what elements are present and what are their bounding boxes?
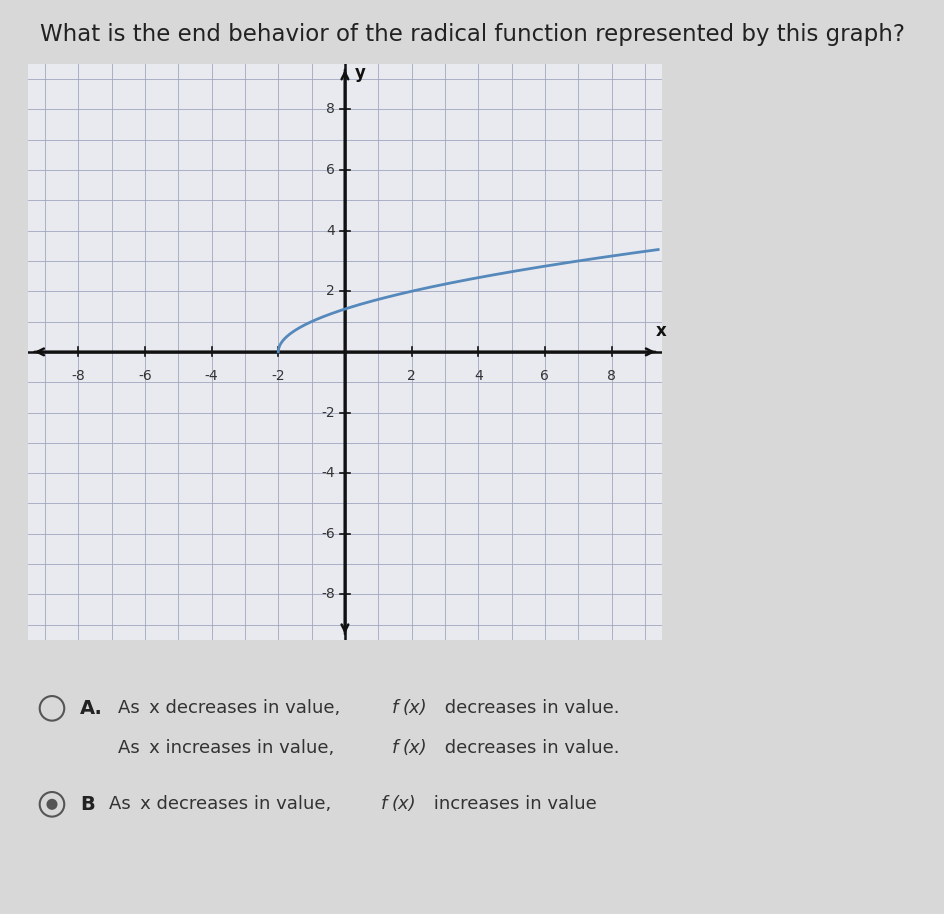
Text: f: f (392, 739, 398, 757)
Text: 2: 2 (326, 284, 334, 298)
Text: 4: 4 (473, 368, 482, 383)
Text: B: B (80, 795, 95, 813)
Text: (x): (x) (402, 739, 427, 757)
Text: What is the end behavior of the radical function represented by this graph?: What is the end behavior of the radical … (40, 23, 904, 46)
Text: -8: -8 (72, 368, 85, 383)
Text: increases in value: increases in value (428, 795, 597, 813)
Text: As  x increases in value,: As x increases in value, (118, 739, 340, 757)
Text: 4: 4 (326, 224, 334, 238)
Text: x: x (655, 322, 666, 340)
Text: f: f (392, 699, 398, 717)
Text: -6: -6 (321, 526, 334, 541)
Text: f: f (380, 795, 387, 813)
Text: A.: A. (80, 699, 103, 717)
Text: -2: -2 (271, 368, 285, 383)
Text: -4: -4 (205, 368, 218, 383)
Text: (x): (x) (402, 699, 427, 717)
Text: -6: -6 (138, 368, 152, 383)
Text: -2: -2 (321, 406, 334, 420)
Text: 8: 8 (326, 102, 334, 116)
Text: As  x decreases in value,: As x decreases in value, (109, 795, 340, 813)
Text: As  x decreases in value,: As x decreases in value, (118, 699, 346, 717)
Text: (x): (x) (391, 795, 415, 813)
Text: 2: 2 (407, 368, 415, 383)
Text: y: y (355, 64, 365, 82)
Text: 6: 6 (326, 163, 334, 177)
Text: 8: 8 (606, 368, 615, 383)
Text: decreases in value.: decreases in value. (439, 739, 619, 757)
Text: -4: -4 (321, 466, 334, 480)
Text: decreases in value.: decreases in value. (439, 699, 619, 717)
Text: 6: 6 (540, 368, 548, 383)
Text: -8: -8 (321, 588, 334, 601)
